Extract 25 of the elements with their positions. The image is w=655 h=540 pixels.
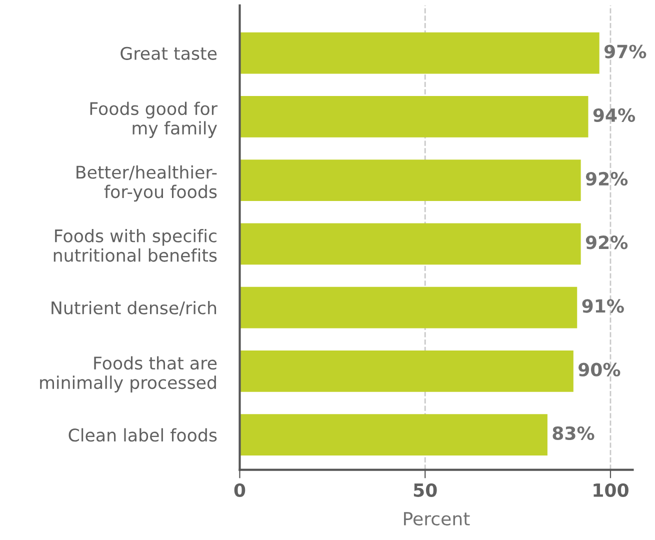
y-tick-label: Better/healthier- for-you foods xyxy=(76,165,217,202)
y-tick-label: Foods with specific nutritional benefits xyxy=(54,228,217,262)
x-tick-label: 0 xyxy=(234,483,246,497)
data-label: 91% xyxy=(582,299,624,313)
y-tick-label: Foods that are minimally processed xyxy=(40,356,217,392)
bar xyxy=(240,286,578,328)
bar xyxy=(240,350,574,392)
data-label: 92% xyxy=(586,236,628,250)
bar xyxy=(240,96,588,138)
data-label: 97% xyxy=(604,44,646,58)
y-tick-label: Great taste xyxy=(120,46,217,60)
y-tick-label: Foods good for my family xyxy=(90,102,218,138)
data-label: 83% xyxy=(552,426,594,440)
bar xyxy=(240,223,581,265)
y-tick-label: Clean label foods xyxy=(68,428,217,442)
bar xyxy=(240,32,600,74)
data-label: 90% xyxy=(578,362,620,376)
bar xyxy=(240,414,548,456)
x-tick-label: 50 xyxy=(414,483,437,497)
data-label: 92% xyxy=(586,172,628,186)
x-axis-title: Percent xyxy=(404,512,470,526)
x-tick-label: 100 xyxy=(594,483,628,497)
data-label: 94% xyxy=(593,108,636,122)
y-tick-label: Nutrient dense/rich xyxy=(52,300,216,316)
bar xyxy=(240,160,581,202)
